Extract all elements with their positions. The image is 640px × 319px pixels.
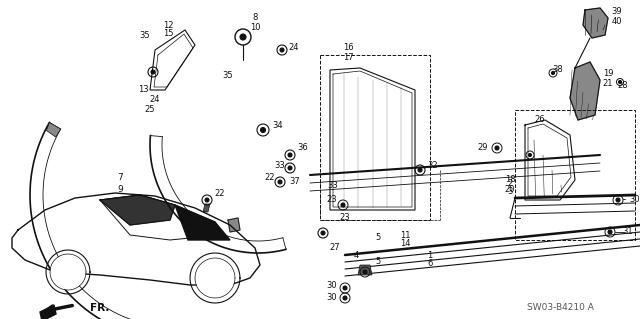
Text: 18: 18 bbox=[505, 175, 515, 184]
Text: 23: 23 bbox=[326, 196, 337, 204]
Polygon shape bbox=[525, 120, 575, 200]
Text: 5: 5 bbox=[376, 257, 381, 266]
Text: 23: 23 bbox=[340, 213, 350, 222]
Circle shape bbox=[418, 168, 422, 172]
Circle shape bbox=[278, 180, 282, 184]
Polygon shape bbox=[570, 62, 600, 120]
Text: 24: 24 bbox=[150, 95, 160, 105]
Text: 31: 31 bbox=[623, 227, 634, 236]
Text: 1: 1 bbox=[428, 250, 433, 259]
Circle shape bbox=[321, 231, 325, 235]
Circle shape bbox=[616, 198, 620, 202]
Text: 10: 10 bbox=[250, 23, 260, 32]
Bar bbox=[515, 110, 635, 240]
Polygon shape bbox=[175, 205, 230, 240]
Text: 28: 28 bbox=[618, 80, 628, 90]
Text: 39: 39 bbox=[612, 8, 622, 17]
Polygon shape bbox=[358, 265, 372, 275]
Text: 26: 26 bbox=[534, 115, 545, 124]
Circle shape bbox=[280, 48, 284, 52]
Circle shape bbox=[343, 286, 347, 290]
Bar bbox=[320, 55, 430, 220]
Text: 12: 12 bbox=[163, 20, 173, 29]
Circle shape bbox=[260, 128, 266, 132]
Text: 30: 30 bbox=[630, 195, 640, 204]
Text: 27: 27 bbox=[330, 243, 340, 253]
Polygon shape bbox=[47, 122, 61, 137]
Text: 5: 5 bbox=[376, 234, 381, 242]
Text: 35: 35 bbox=[140, 31, 150, 40]
Text: 33: 33 bbox=[328, 181, 339, 189]
Text: 19: 19 bbox=[603, 69, 613, 78]
Polygon shape bbox=[51, 255, 85, 289]
Circle shape bbox=[205, 198, 209, 202]
Polygon shape bbox=[228, 218, 240, 232]
Polygon shape bbox=[583, 8, 608, 38]
Circle shape bbox=[151, 70, 155, 74]
Text: 29: 29 bbox=[477, 144, 488, 152]
Polygon shape bbox=[196, 259, 234, 297]
Text: 25: 25 bbox=[145, 106, 156, 115]
Text: 21: 21 bbox=[603, 78, 613, 87]
Text: 13: 13 bbox=[138, 85, 148, 94]
Circle shape bbox=[343, 296, 347, 300]
Text: 24: 24 bbox=[289, 43, 300, 53]
Circle shape bbox=[288, 153, 292, 157]
Text: 33: 33 bbox=[275, 160, 285, 169]
Text: 36: 36 bbox=[298, 144, 308, 152]
Circle shape bbox=[288, 166, 292, 170]
Text: 14: 14 bbox=[400, 240, 410, 249]
Text: 40: 40 bbox=[612, 17, 622, 26]
Text: FR.: FR. bbox=[90, 303, 109, 313]
Text: 8: 8 bbox=[252, 13, 258, 23]
Circle shape bbox=[341, 203, 345, 207]
Text: 15: 15 bbox=[163, 29, 173, 39]
Text: 30: 30 bbox=[326, 280, 337, 290]
Text: 9: 9 bbox=[117, 186, 123, 195]
Text: 35: 35 bbox=[223, 70, 234, 79]
Text: 6: 6 bbox=[428, 259, 433, 269]
Text: 30: 30 bbox=[326, 293, 337, 302]
Circle shape bbox=[529, 153, 531, 157]
Text: 7: 7 bbox=[117, 174, 123, 182]
Circle shape bbox=[618, 80, 621, 84]
Text: 37: 37 bbox=[290, 177, 300, 187]
Text: 20: 20 bbox=[505, 184, 515, 194]
Circle shape bbox=[608, 230, 612, 234]
Text: 22: 22 bbox=[265, 174, 275, 182]
Text: 32: 32 bbox=[428, 161, 438, 170]
Text: SW03-B4210 A: SW03-B4210 A bbox=[527, 303, 593, 313]
Polygon shape bbox=[40, 305, 56, 319]
Text: 3: 3 bbox=[508, 187, 513, 196]
Text: 22: 22 bbox=[215, 189, 225, 197]
Circle shape bbox=[363, 270, 367, 274]
Circle shape bbox=[552, 71, 554, 75]
Text: 16: 16 bbox=[342, 43, 353, 53]
Text: 4: 4 bbox=[353, 250, 358, 259]
Text: 2: 2 bbox=[508, 179, 513, 188]
Polygon shape bbox=[203, 204, 210, 212]
Text: 17: 17 bbox=[342, 53, 353, 62]
Polygon shape bbox=[100, 195, 175, 225]
Text: 11: 11 bbox=[400, 231, 410, 240]
Circle shape bbox=[240, 34, 246, 40]
Circle shape bbox=[495, 146, 499, 150]
Text: 38: 38 bbox=[552, 65, 563, 75]
Text: 34: 34 bbox=[273, 121, 284, 130]
